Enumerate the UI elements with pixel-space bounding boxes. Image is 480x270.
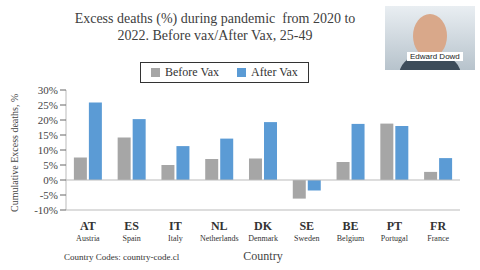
svg-text:Sweden: Sweden <box>294 234 319 243</box>
svg-text:Italy: Italy <box>168 234 183 243</box>
svg-text:SE: SE <box>299 219 314 233</box>
svg-text:-5%: -5% <box>40 189 58 201</box>
svg-text:10%: 10% <box>38 144 58 156</box>
svg-text:20%: 20% <box>38 114 58 126</box>
svg-text:AT: AT <box>80 219 96 233</box>
html-text:Country Codes: country-code.cl: Country Codes: country-code.cl <box>64 252 180 262</box>
svg-text:Portugal: Portugal <box>381 234 409 243</box>
svg-text:Spain: Spain <box>123 234 141 243</box>
svg-text:Austria: Austria <box>76 234 100 243</box>
svg-text:IT: IT <box>169 219 182 233</box>
html-text:Edward Dowd: Edward Dowd <box>410 52 460 61</box>
html-text:Excess deaths (%) during pande: Excess deaths (%) during pandemic from 2… <box>74 11 359 43</box>
svg-text:PT: PT <box>387 219 402 233</box>
svg-text:Belgium: Belgium <box>337 234 365 243</box>
svg-text:ES: ES <box>124 219 139 233</box>
svg-text:FR: FR <box>430 219 446 233</box>
svg-text:NL: NL <box>211 219 228 233</box>
html-text:After Vax: After Vax <box>251 65 298 79</box>
svg-text:Cumulative Excess deaths, %: Cumulative Excess deaths, % <box>9 94 20 212</box>
svg-text:25%: 25% <box>38 99 58 111</box>
svg-text:Denmark: Denmark <box>248 234 278 243</box>
svg-text:Netherlands: Netherlands <box>200 234 239 243</box>
svg-text:BE: BE <box>343 219 359 233</box>
svg-text:30%: 30% <box>38 84 58 96</box>
svg-text:0%: 0% <box>43 174 58 186</box>
svg-text:Country: Country <box>243 249 282 263</box>
svg-text:France: France <box>427 234 449 243</box>
svg-text:15%: 15% <box>38 129 58 141</box>
svg-text:DK: DK <box>254 219 273 233</box>
svg-text:5%: 5% <box>43 159 58 171</box>
svg-text:-10%: -10% <box>34 204 58 216</box>
html-text:Before Vax: Before Vax <box>165 65 220 79</box>
